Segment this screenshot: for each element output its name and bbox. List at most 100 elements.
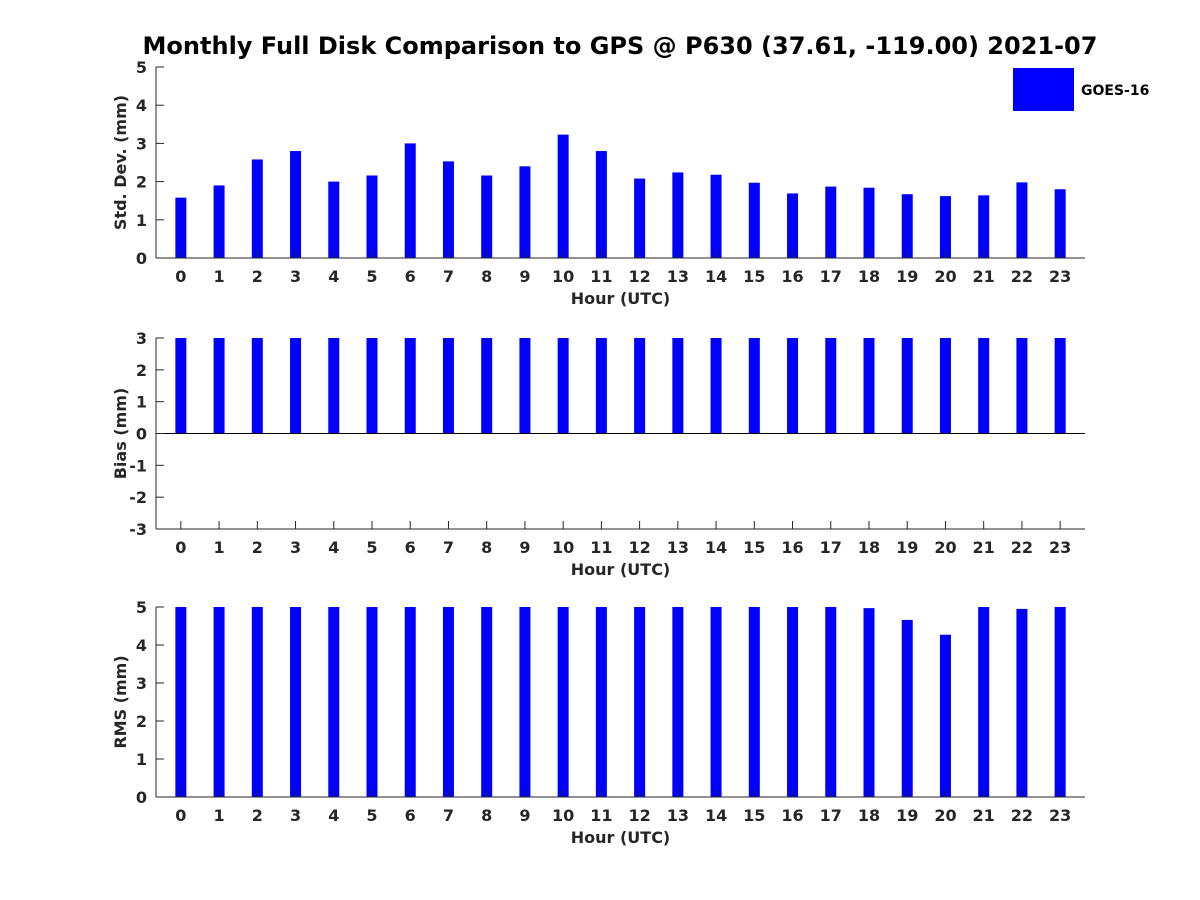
x-tick-label: 10 xyxy=(552,538,574,557)
bar-hour-5 xyxy=(366,607,378,797)
bar-hour-23 xyxy=(1054,338,1066,434)
y-tick-label: 3 xyxy=(136,134,147,153)
x-tick-label: 17 xyxy=(820,806,842,825)
x-tick-label: 16 xyxy=(781,267,803,286)
y-tick-label: 0 xyxy=(136,788,147,807)
x-tick-label: 20 xyxy=(934,538,956,557)
bar-hour-9 xyxy=(519,166,531,258)
x-tick-label: 19 xyxy=(896,538,918,557)
bar-hour-9 xyxy=(519,338,531,434)
y-tick-label: -1 xyxy=(129,456,147,475)
legend-label-goes16: GOES-16 xyxy=(1081,83,1149,99)
x-tick-label: 11 xyxy=(590,267,612,286)
y-tick-label: 4 xyxy=(136,96,147,115)
x-tick-label: 15 xyxy=(743,538,765,557)
x-tick-label: 18 xyxy=(858,806,880,825)
bar-hour-22 xyxy=(1016,608,1028,797)
bar-hour-19 xyxy=(901,194,913,258)
bar-hour-14 xyxy=(710,607,722,797)
x-tick-label: 17 xyxy=(820,267,842,286)
bar-hour-6 xyxy=(404,607,416,797)
x-tick-label: 15 xyxy=(743,267,765,286)
bar-hour-12 xyxy=(634,338,646,434)
bar-hour-2 xyxy=(251,338,263,434)
x-tick-label: 12 xyxy=(628,267,650,286)
x-tick-label: 1 xyxy=(214,538,225,557)
bar-hour-12 xyxy=(634,607,646,797)
x-tick-label: 16 xyxy=(781,538,803,557)
x-tick-label: 11 xyxy=(590,806,612,825)
bar-hour-0 xyxy=(175,338,187,434)
x-tick-label: 7 xyxy=(443,538,454,557)
x-tick-label: 2 xyxy=(252,806,263,825)
bar-hour-2 xyxy=(251,159,263,258)
y-tick-label: 2 xyxy=(136,173,147,192)
bar-hour-19 xyxy=(901,338,913,434)
bar-hour-3 xyxy=(290,607,302,797)
x-tick-label: 3 xyxy=(290,267,301,286)
x-tick-label: 9 xyxy=(519,806,530,825)
bar-hour-6 xyxy=(404,143,416,258)
x-tick-label: 6 xyxy=(405,806,416,825)
x-tick-label: 16 xyxy=(781,806,803,825)
y-tick-label: 5 xyxy=(136,58,147,77)
bar-hour-16 xyxy=(787,193,799,258)
x-tick-label: 18 xyxy=(858,538,880,557)
bar-hour-21 xyxy=(978,195,990,258)
x-tick-label: 18 xyxy=(858,267,880,286)
y-tick-label: 2 xyxy=(136,361,147,380)
x-tick-label: 14 xyxy=(705,267,727,286)
x-axis-label: Hour (UTC) xyxy=(571,828,671,847)
x-tick-label: 13 xyxy=(667,538,689,557)
x-tick-label: 21 xyxy=(973,267,995,286)
x-tick-label: 9 xyxy=(519,267,530,286)
bar-hour-22 xyxy=(1016,338,1028,434)
x-tick-label: 10 xyxy=(552,806,574,825)
x-tick-label: 5 xyxy=(366,267,377,286)
x-tick-label: 13 xyxy=(667,267,689,286)
x-tick-label: 14 xyxy=(705,538,727,557)
x-tick-label: 8 xyxy=(481,267,492,286)
y-tick-label: -2 xyxy=(129,488,147,507)
x-tick-label: 19 xyxy=(896,267,918,286)
y-tick-label: 1 xyxy=(136,750,147,769)
x-tick-label: 5 xyxy=(366,538,377,557)
x-tick-label: 0 xyxy=(175,267,186,286)
bar-hour-3 xyxy=(290,151,302,258)
bar-hour-1 xyxy=(213,338,225,434)
x-tick-label: 0 xyxy=(175,538,186,557)
bar-hour-18 xyxy=(863,338,875,434)
x-tick-label: 1 xyxy=(214,806,225,825)
bar-hour-21 xyxy=(978,338,990,434)
bar-hour-20 xyxy=(939,634,951,797)
bar-hour-0 xyxy=(175,197,187,258)
bar-hour-11 xyxy=(595,607,607,797)
x-axis-label: Hour (UTC) xyxy=(571,560,671,579)
x-tick-label: 20 xyxy=(934,267,956,286)
x-tick-label: 20 xyxy=(934,806,956,825)
x-axis-label: Hour (UTC) xyxy=(571,289,671,308)
x-tick-label: 2 xyxy=(252,538,263,557)
bar-hour-13 xyxy=(672,172,684,258)
x-tick-label: 23 xyxy=(1049,538,1071,557)
bar-hour-15 xyxy=(748,607,760,797)
y-axis-label: Std. Dev. (mm) xyxy=(111,95,130,230)
x-tick-label: 0 xyxy=(175,806,186,825)
y-tick-label: 3 xyxy=(136,674,147,693)
bar-hour-11 xyxy=(595,338,607,434)
bar-hour-20 xyxy=(939,196,951,258)
bar-hour-9 xyxy=(519,607,531,797)
x-tick-label: 7 xyxy=(443,806,454,825)
bar-hour-3 xyxy=(290,338,302,434)
bar-hour-16 xyxy=(787,607,799,797)
bar-hour-23 xyxy=(1054,607,1066,797)
bar-hour-2 xyxy=(251,607,263,797)
figure-title: Monthly Full Disk Comparison to GPS @ P6… xyxy=(143,32,1098,60)
x-tick-label: 6 xyxy=(405,538,416,557)
bar-hour-17 xyxy=(825,186,837,258)
x-tick-label: 8 xyxy=(481,806,492,825)
y-tick-label: 0 xyxy=(136,425,147,444)
x-tick-label: 2 xyxy=(252,267,263,286)
